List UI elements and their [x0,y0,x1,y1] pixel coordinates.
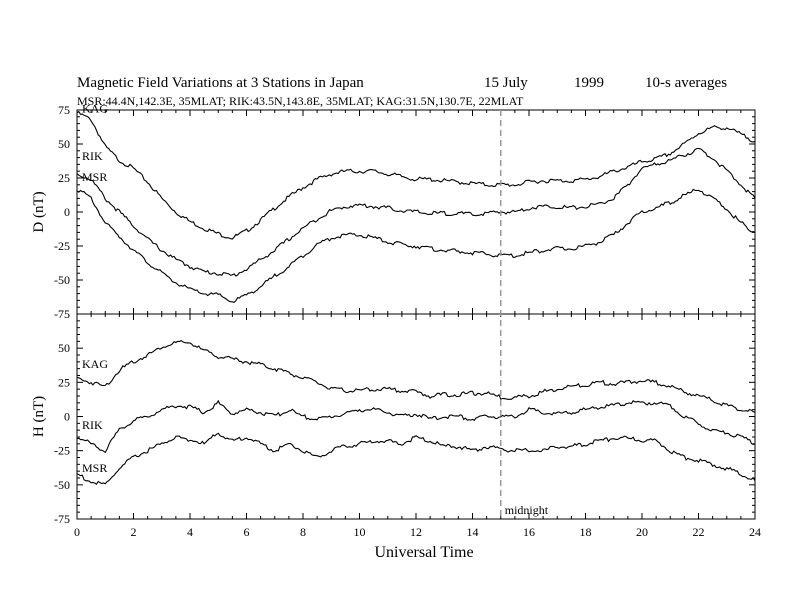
series-label-rik: RIK [82,149,103,163]
y-tick-label: 25 [58,375,70,389]
x-axis-label: Universal Time [374,544,473,561]
y-tick-label: -50 [54,478,70,492]
x-tick-label: 10 [354,525,366,539]
series-line-kag [76,339,756,413]
plot-frame [76,313,756,520]
y-tick-label: -25 [54,239,70,253]
x-tick-label: 14 [467,525,479,539]
y-tick-label: -50 [54,273,70,287]
x-tick-label: 12 [410,525,422,539]
y-tick-label: 50 [58,341,70,355]
series-line-msr [76,188,756,304]
y-tick-label: 50 [58,137,70,151]
plot-frame [76,109,756,315]
chart-date: 15 July [484,75,528,91]
y-tick-label: 0 [64,205,70,219]
x-tick-label: 0 [74,525,80,539]
x-tick-label: 16 [523,525,535,539]
y-axis-label: D (nT) [31,191,47,232]
series-line-rik [76,147,756,277]
series-label-kag: KAG [82,102,108,116]
x-tick-label: 18 [580,525,592,539]
x-tick-label: 4 [187,525,193,539]
series-line-msr [76,432,756,485]
y-tick-label: 75 [58,103,70,117]
x-tick-label: 8 [300,525,306,539]
chart-averaging: 10-s averages [645,75,727,91]
y-tick-label: -75 [54,307,70,321]
x-tick-label: 2 [131,525,137,539]
chart-year: 1999 [574,75,604,91]
y-tick-label: 25 [58,171,70,185]
series-label-kag: KAG [82,357,108,371]
y-tick-label: -75 [54,512,70,526]
x-tick-label: 6 [244,525,250,539]
series-label-msr: MSR [82,461,107,475]
chart-title: Magnetic Field Variations at 3 Stations … [77,75,364,91]
series-label-rik: RIK [82,418,103,432]
x-tick-label: 20 [636,525,648,539]
x-tick-label: 22 [693,525,705,539]
midnight-label: midnight [505,503,549,517]
x-tick-label: 24 [749,525,761,539]
y-axis-label: H (nT) [31,396,47,437]
y-tick-label: 0 [64,410,70,424]
series-line-kag [76,110,756,240]
d-panel: 75 50 25 0 -25 -50 -75 D (nT) KAG RIK MSR [31,102,756,321]
series-label-msr: MSR [82,170,107,184]
stations-line: MSR:44.4N,142.3E, 35MLAT; RIK:43.5N,143.… [77,94,524,108]
y-tick-label: -25 [54,444,70,458]
series-line-rik [76,399,756,454]
